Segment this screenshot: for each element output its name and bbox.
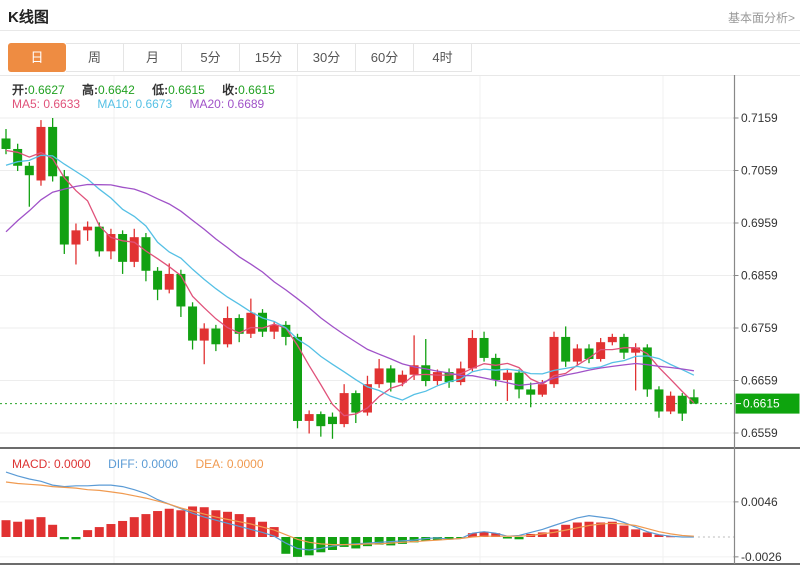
svg-text:0.7159: 0.7159 xyxy=(741,111,778,125)
kline-chart-area[interactable]: 0.7159 0.7059 0.6959 0.6859 0.6759 0.6659 0.65… xyxy=(0,75,800,565)
diff-line xyxy=(5,471,694,551)
grid-lines xyxy=(0,76,734,564)
svg-text:0.6559: 0.6559 xyxy=(741,426,778,440)
ma20-line xyxy=(5,183,694,387)
svg-text:-0.0026: -0.0026 xyxy=(741,550,782,564)
svg-text:0.6659: 0.6659 xyxy=(741,374,778,388)
macd-histogram xyxy=(1,506,676,557)
ma10-line xyxy=(5,154,695,401)
tab-5min[interactable]: 5分 xyxy=(182,43,240,72)
dea-line xyxy=(5,481,694,546)
svg-text:0.0046: 0.0046 xyxy=(741,495,778,509)
price-axis: 0.7159 0.7059 0.6959 0.6859 0.6759 0.6659 0.65… xyxy=(733,111,782,564)
current-price-tag: 0.6615 xyxy=(735,393,800,414)
page-title: K线图 xyxy=(8,9,49,26)
kline-chart-svg[interactable]: 0.7159 0.7059 0.6959 0.6859 0.6759 0.6659 0.65… xyxy=(0,75,800,565)
svg-text:0.6759: 0.6759 xyxy=(741,321,778,335)
fundamental-analysis-link[interactable]: 基本面分析> xyxy=(727,11,795,25)
tabbar-filler xyxy=(472,43,800,44)
svg-text:0.6959: 0.6959 xyxy=(741,216,778,230)
candles-group xyxy=(1,118,699,439)
tab-week[interactable]: 周 xyxy=(66,43,124,72)
svg-text:0.6615: 0.6615 xyxy=(743,397,780,411)
tab-day[interactable]: 日 xyxy=(8,43,66,72)
tab-4hour[interactable]: 4时 xyxy=(414,43,472,72)
tab-month[interactable]: 月 xyxy=(124,43,182,72)
ma5-line xyxy=(5,149,695,417)
tab-15min[interactable]: 15分 xyxy=(240,43,298,72)
svg-text:0.6859: 0.6859 xyxy=(741,269,778,283)
title-divider xyxy=(0,30,800,31)
svg-text:0.7059: 0.7059 xyxy=(741,164,778,178)
tab-30min[interactable]: 30分 xyxy=(298,43,356,72)
period-tabbar: 日周月 5分 15分 30分 60分 4时 xyxy=(0,43,800,72)
tab-60min[interactable]: 60分 xyxy=(356,43,414,72)
